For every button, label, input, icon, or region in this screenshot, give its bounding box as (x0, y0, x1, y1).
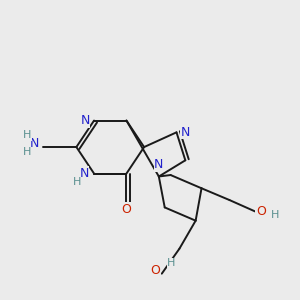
Text: H: H (271, 210, 280, 220)
Text: N: N (181, 126, 190, 139)
Text: O: O (256, 205, 266, 218)
Text: H: H (23, 130, 31, 140)
Text: N: N (30, 137, 40, 150)
Text: O: O (150, 264, 160, 277)
Text: N: N (80, 114, 90, 127)
Text: O: O (122, 203, 131, 216)
Text: N: N (154, 158, 164, 171)
Text: H: H (73, 177, 82, 188)
Text: H: H (167, 258, 176, 268)
Text: N: N (80, 167, 89, 180)
Text: H: H (23, 147, 31, 158)
